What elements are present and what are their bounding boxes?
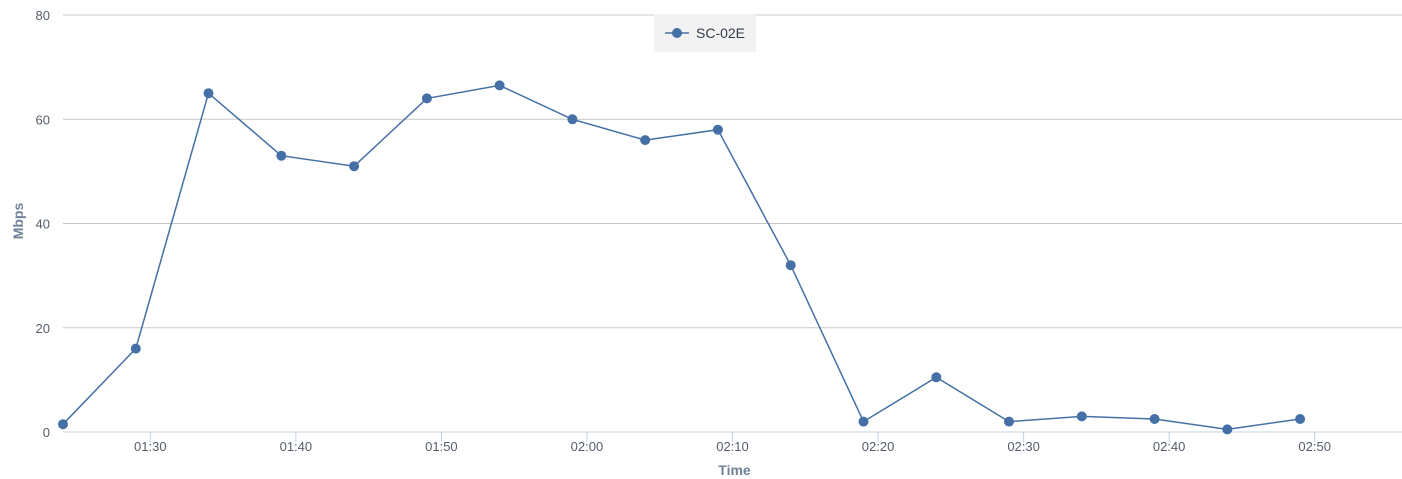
y-tick-label: 20 bbox=[36, 321, 50, 336]
y-tick-label: 40 bbox=[36, 217, 50, 232]
y-tick-label: 80 bbox=[36, 8, 50, 23]
x-tick-label: 02:50 bbox=[1298, 439, 1331, 454]
y-tick-label: 60 bbox=[36, 112, 50, 127]
y-axis-title: Mbps bbox=[10, 203, 26, 240]
legend-series-name[interactable]: SC-02E bbox=[696, 25, 745, 41]
y-tick-label: 0 bbox=[43, 425, 50, 440]
data-point[interactable] bbox=[1149, 414, 1160, 424]
data-point[interactable] bbox=[1222, 424, 1233, 435]
data-point[interactable] bbox=[858, 416, 869, 427]
data-point[interactable] bbox=[640, 135, 651, 146]
x-tick-label: 02:20 bbox=[862, 439, 895, 454]
data-point[interactable] bbox=[130, 343, 141, 354]
data-point[interactable] bbox=[567, 114, 578, 125]
data-point[interactable] bbox=[1076, 411, 1087, 422]
x-tick-label: 02:30 bbox=[1007, 439, 1040, 454]
x-tick-label: 02:10 bbox=[716, 439, 749, 454]
legend[interactable]: SC-02E bbox=[654, 14, 756, 52]
data-point[interactable] bbox=[785, 260, 796, 271]
data-point[interactable] bbox=[58, 419, 68, 430]
data-point[interactable] bbox=[349, 161, 360, 172]
x-axis-title: Time bbox=[718, 462, 751, 478]
legend-point-marker bbox=[672, 28, 682, 38]
grid-lines bbox=[63, 14, 1402, 329]
data-point[interactable] bbox=[421, 93, 432, 104]
data-point[interactable] bbox=[276, 150, 287, 161]
x-tick-label: 02:00 bbox=[571, 439, 604, 454]
x-tick-label: 01:30 bbox=[134, 439, 167, 454]
data-point[interactable] bbox=[494, 80, 505, 91]
series-layer bbox=[58, 80, 1306, 435]
x-tick-label: 01:50 bbox=[425, 439, 458, 454]
data-point[interactable] bbox=[203, 88, 214, 99]
data-point[interactable] bbox=[712, 124, 723, 135]
x-tick-label: 01:40 bbox=[280, 439, 313, 454]
data-point[interactable] bbox=[1295, 414, 1306, 424]
data-point[interactable] bbox=[1004, 416, 1014, 427]
data-point[interactable] bbox=[931, 372, 942, 383]
x-tick-label: 02:40 bbox=[1153, 439, 1186, 454]
axes: 0 20 40 60 80 01:30 01:40 01:50 02:00 02:10 02:20 0… bbox=[10, 8, 1402, 478]
series-line bbox=[62, 84, 1301, 431]
